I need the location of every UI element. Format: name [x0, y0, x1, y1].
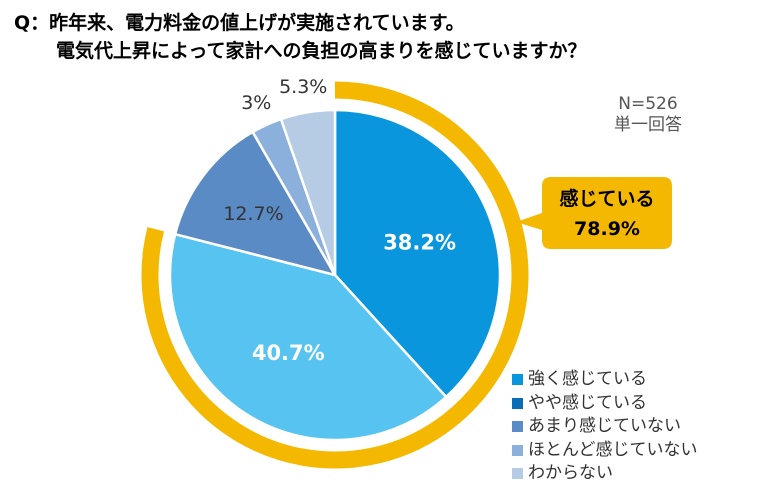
callout-bubble [516, 177, 672, 249]
callout-box: 感じている 78.9% [516, 177, 672, 249]
legend-item-somewhat-feel: やや感じている [512, 392, 698, 416]
pie-slice-dont-know [279, 108, 337, 276]
legend: 強く感じている やや感じているあまり感じていない ほとんど感じていない わからない [512, 368, 698, 486]
legend-swatch [512, 444, 523, 456]
legend-label: あまり感じていない [528, 416, 681, 436]
pie-slices [168, 108, 502, 442]
legend-swatch [512, 374, 523, 386]
pie-slice-strongly-feel [333, 108, 502, 399]
question-line-2: 電気代上昇によって家計への負担の高まりを感じていますか？ [56, 40, 587, 62]
question-line-1: Q：昨年来、電力料金の値上げが実施されています。 [14, 12, 465, 34]
legend-swatch [512, 421, 523, 433]
pie-slice-not-really-feel [173, 130, 338, 277]
legend-item-strongly-feel: 強く感じている [512, 368, 698, 392]
legend-label: ほとんど感じていない [528, 439, 698, 460]
data-label-not-really-feel: 12.7% [223, 203, 283, 225]
data-label-somewhat-feel: 40.7% [252, 341, 325, 365]
highlight-ring [141, 81, 529, 469]
data-label-strongly-feel: 38.2% [383, 231, 456, 255]
sample-info: N=526 単一回答 [598, 94, 698, 136]
legend-item-dont-know: わからない [512, 462, 698, 486]
data-label-dont-know: 5.3% [279, 76, 327, 98]
pie-slice-somewhat-feel [168, 232, 448, 442]
data-label-hardly-feel: 3% [241, 92, 271, 114]
pie-labels: 38.2% 40.7% 12.7% 3% 5.3% [223, 76, 456, 365]
callout-value: 78.9% [574, 218, 640, 240]
legend-label: 強く感じている [528, 369, 647, 389]
legend-item-not-really-feel: あまり感じていない [512, 415, 698, 439]
legend-item-hardly-feel: ほとんど感じていない [512, 439, 698, 463]
legend-label: やや感じている [528, 392, 647, 413]
callout-label: 感じている [559, 187, 654, 210]
sample-size: N=526 [618, 94, 678, 114]
legend-label: わからない [528, 463, 613, 483]
answer-type: 単一回答 [614, 115, 682, 135]
legend-swatch [512, 468, 523, 480]
legend-swatch [512, 397, 523, 409]
